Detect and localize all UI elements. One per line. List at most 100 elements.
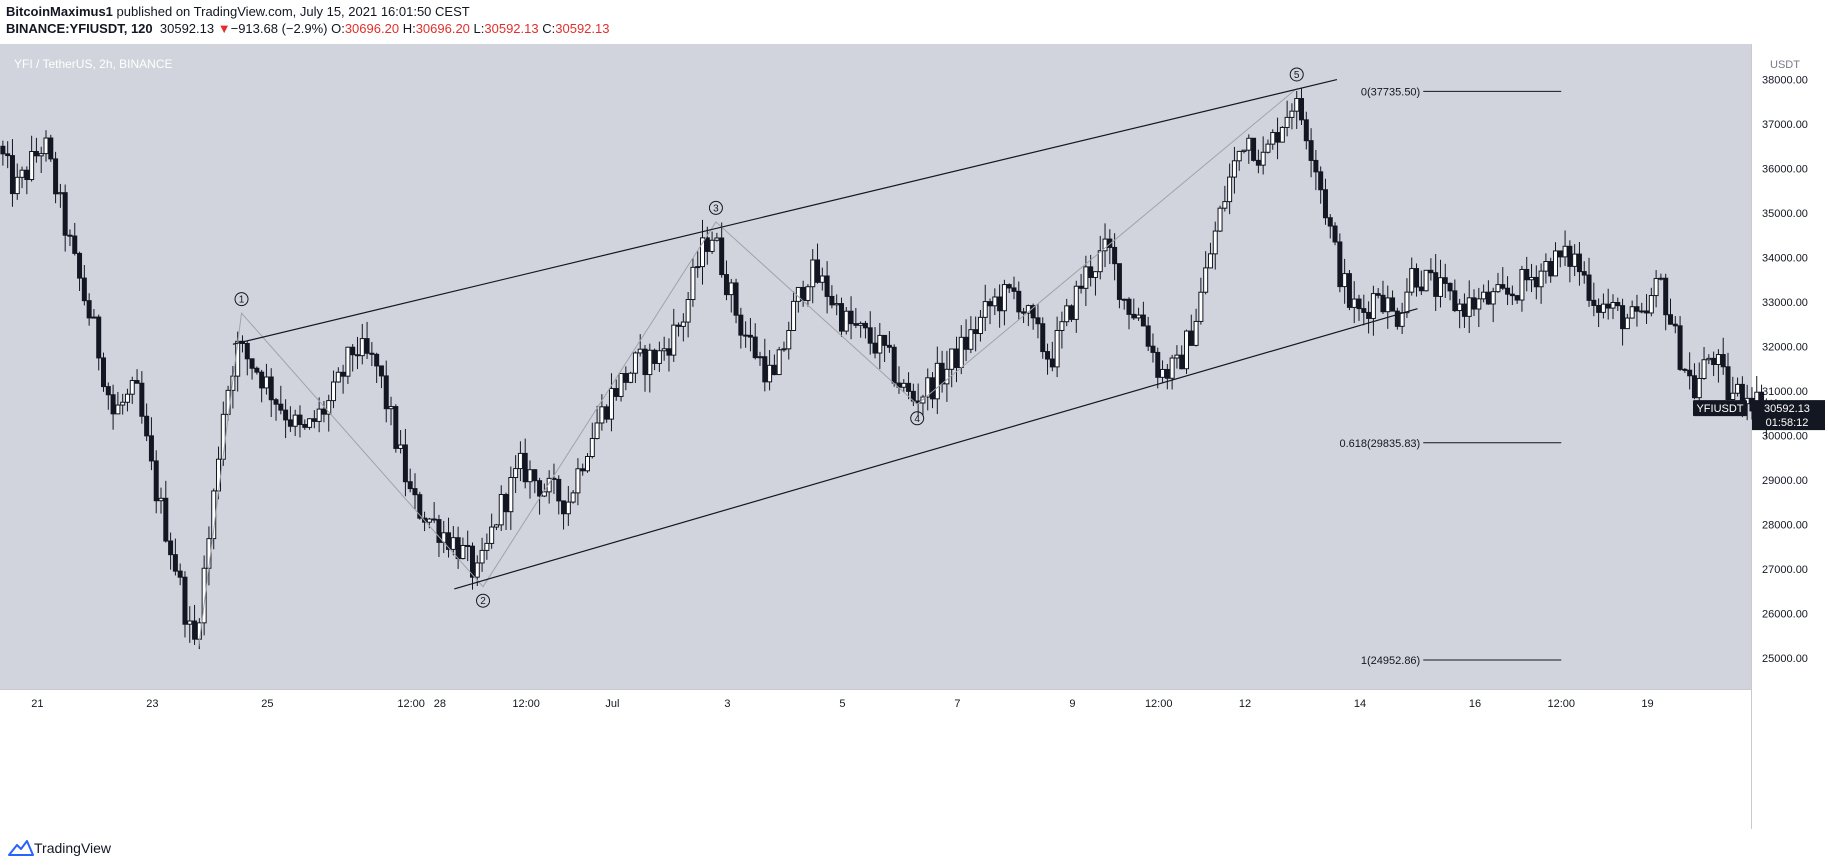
publication-line: BitcoinMaximus1 published on TradingView… — [6, 4, 470, 20]
candle-up — [656, 350, 662, 364]
candle-down — [1687, 369, 1693, 377]
candle-up — [1102, 238, 1108, 252]
candle-up — [1073, 285, 1079, 320]
candle-down — [1049, 358, 1055, 368]
candle-up — [934, 362, 940, 400]
candle-down — [1452, 290, 1458, 312]
candle-up — [795, 286, 801, 302]
candle-down — [1667, 314, 1673, 325]
time-tick-label: 12 — [1239, 698, 1251, 710]
candle-down — [259, 371, 265, 389]
candle-up — [43, 137, 49, 155]
candle-down — [465, 544, 471, 547]
tradingview-logo-icon[interactable] — [8, 840, 34, 856]
candle-down — [378, 365, 384, 377]
candle-down — [249, 358, 255, 369]
candle-down — [1016, 290, 1022, 313]
candle-up — [115, 404, 121, 415]
candle-down — [1596, 304, 1602, 313]
candle-up — [728, 282, 734, 296]
wave-label-circle — [476, 593, 491, 608]
candle-up — [201, 567, 207, 624]
candle-up — [493, 524, 499, 528]
candle-up — [359, 338, 365, 357]
candle-down — [446, 532, 452, 550]
candle-down — [402, 444, 408, 483]
price-axis[interactable] — [1751, 44, 1828, 829]
price-tick-label: 33000.00 — [1762, 297, 1808, 309]
candle-up — [1437, 277, 1443, 297]
candle-up — [1653, 278, 1659, 297]
candle-up — [877, 334, 883, 354]
candle-down — [297, 414, 303, 425]
candle-up — [671, 324, 677, 356]
candle-down — [561, 500, 567, 515]
candle-down — [1605, 303, 1611, 309]
candle-down — [302, 423, 308, 428]
price-tick-label: 34000.00 — [1762, 253, 1808, 265]
candle-down — [364, 338, 370, 354]
candle-up — [1236, 150, 1242, 162]
candle-down — [101, 357, 107, 388]
wave-zigzag-line — [197, 88, 1298, 650]
candle-down — [1615, 301, 1621, 307]
candle-up — [1730, 392, 1736, 400]
candle-down — [1251, 137, 1257, 161]
candle-up — [1457, 303, 1463, 312]
candle-down — [1380, 294, 1386, 313]
countdown-label: 01:58:12 — [1766, 417, 1809, 429]
candle-up — [618, 373, 624, 397]
wave-label: 1 — [239, 295, 245, 306]
candle-up — [158, 497, 164, 502]
candle-up — [326, 400, 332, 415]
candle-down — [1035, 317, 1041, 325]
candle-up — [1610, 301, 1616, 309]
candle-down — [163, 497, 169, 542]
candle-up — [124, 393, 130, 403]
time-tick-label: 21 — [31, 698, 43, 710]
candle-down — [1581, 271, 1587, 276]
time-ticks: 21 23 25 12:00 28 12:00 Jul 3 5 7 9 12:00 12 14 16 12:0… — [31, 698, 1653, 710]
candle-down — [532, 469, 538, 482]
candle-up — [508, 477, 514, 513]
candle-up — [120, 401, 126, 406]
high-label: H: — [402, 21, 416, 36]
candle-up — [819, 275, 825, 283]
candle-down — [930, 377, 936, 400]
candle-down — [96, 316, 102, 359]
candle-up — [1404, 291, 1410, 314]
candle-down — [522, 452, 528, 483]
brand-name[interactable]: TradingView — [34, 840, 112, 856]
close-value: 30592.13 — [555, 21, 610, 36]
candle-down — [1524, 268, 1530, 281]
candle-down — [1533, 276, 1539, 288]
candle-down — [105, 386, 111, 396]
time-tick-label: 14 — [1354, 698, 1366, 710]
open-value: 30696.20 — [344, 21, 400, 36]
candle-up — [1184, 330, 1190, 370]
candle-up — [292, 414, 298, 427]
time-tick-label: 7 — [954, 698, 960, 710]
candle-up — [901, 382, 907, 388]
candle-down — [1107, 238, 1113, 248]
chart-title: YFI / TetherUS, 2h, BINANCE — [14, 57, 173, 71]
candle-up — [216, 458, 222, 492]
candle-down — [1322, 189, 1328, 219]
candle-up — [834, 303, 840, 306]
price-tick-label: 29000.00 — [1762, 475, 1808, 487]
symbol-badge-label: YFIUSDT — [1696, 403, 1743, 415]
candlestick-chart[interactable]: 123450(37735.50)0.618(29835.83)1(24952.8… — [0, 44, 1828, 829]
candle-down — [613, 388, 619, 397]
author-name[interactable]: BitcoinMaximus1 — [6, 4, 113, 19]
candle-up — [700, 237, 706, 268]
candle-down — [1327, 217, 1333, 227]
candle-up — [1136, 314, 1142, 319]
time-axis[interactable] — [0, 689, 1751, 829]
candle-up — [484, 542, 490, 551]
candle-down — [733, 282, 739, 316]
candle-up — [1193, 320, 1199, 346]
candle-down — [1040, 323, 1046, 353]
candle-down — [1433, 272, 1439, 297]
candle-up — [1466, 297, 1472, 317]
chart-area[interactable]: 1 2 3 4 5 0(37735.50) 0.618(29835.83) 1(24952.8… — [0, 44, 1828, 829]
